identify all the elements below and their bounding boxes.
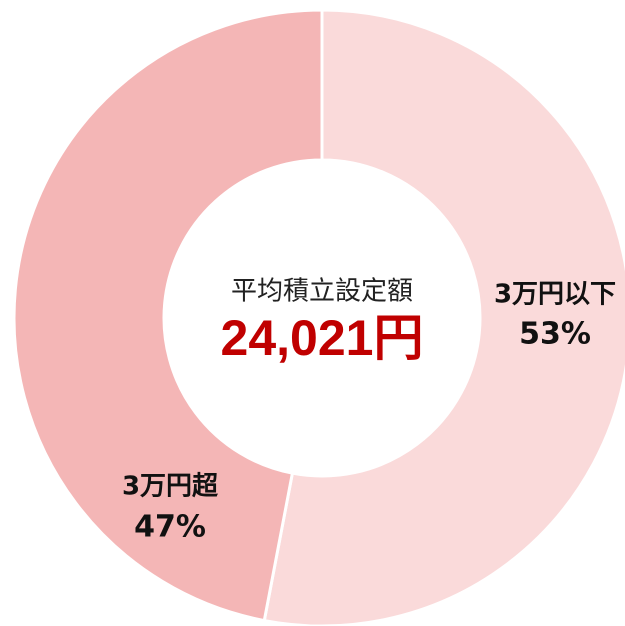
donut-slice [12, 8, 324, 623]
center-title: 平均積立設定額 [231, 277, 413, 307]
category-label: 3万円以下 [494, 280, 616, 310]
value-label: 47% [134, 510, 206, 545]
donut-slice [262, 8, 625, 626]
value-label: 53% [519, 317, 591, 352]
slices [12, 8, 625, 626]
category-label: 3万円超 [122, 472, 219, 502]
center-value: 24,021円 [221, 310, 424, 366]
